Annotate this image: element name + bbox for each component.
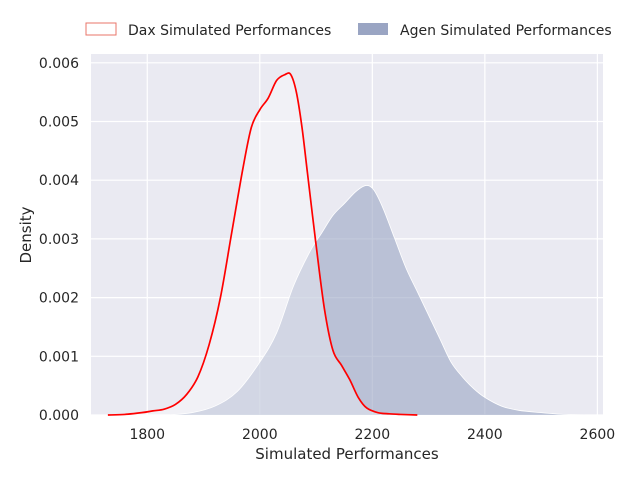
y-tick-label: 0.003 (39, 232, 79, 248)
x-tick-label: 2600 (580, 427, 616, 443)
x-tick-labels: 1800 2000 2200 2400 2600 (129, 427, 615, 443)
y-tick-label: 0.005 (39, 115, 79, 131)
y-tick-label: 0.000 (39, 408, 79, 424)
dax-density-area (107, 72, 418, 416)
legend-swatch-agen (358, 23, 388, 35)
x-tick-label: 2200 (354, 427, 390, 443)
y-axis-label: Density (17, 206, 35, 263)
x-tick-label: 2000 (242, 427, 278, 443)
legend-label-dax: Dax Simulated Performances (128, 23, 331, 39)
dax-density-line (107, 72, 418, 416)
y-tick-labels: 0.000 0.001 0.002 0.003 0.004 0.005 0.006 (39, 56, 79, 424)
legend-swatch-dax (85, 22, 117, 36)
legend: Dax Simulated Performances Agen Simulate… (85, 22, 612, 39)
x-axis-label: Simulated Performances (255, 445, 439, 463)
agen-density-area (169, 185, 587, 415)
y-tick-label: 0.002 (39, 291, 79, 307)
dax-series (107, 72, 418, 416)
y-tick-label: 0.004 (39, 173, 79, 189)
legend-label-agen: Agen Simulated Performances (400, 23, 612, 39)
y-tick-label: 0.001 (39, 349, 79, 365)
x-tick-label: 1800 (129, 427, 165, 443)
agen-series (169, 184, 587, 416)
x-tick-label: 2400 (467, 427, 503, 443)
y-tick-label: 0.006 (39, 56, 79, 72)
agen-density-edge (169, 184, 587, 416)
